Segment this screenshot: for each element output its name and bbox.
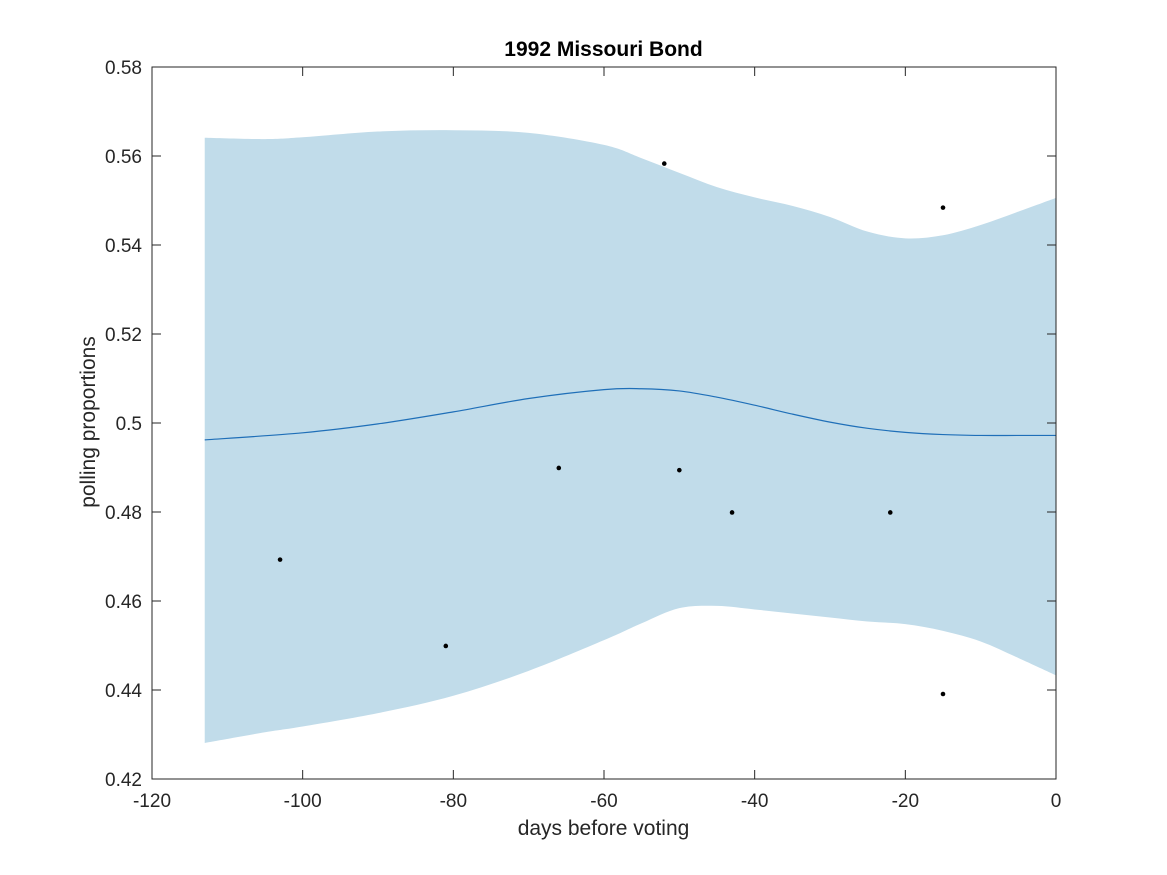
data-point-7 xyxy=(887,510,893,515)
y-axis-label: polling proportions xyxy=(77,336,100,508)
chart-title: 1992 Missouri Bond xyxy=(504,38,702,61)
x-tick-label: -60 xyxy=(590,791,617,812)
data-point-9 xyxy=(940,691,946,697)
confidence-band xyxy=(204,130,1057,743)
y-tick-label: 0.44 xyxy=(105,681,142,702)
y-tick-label: 0.52 xyxy=(105,325,142,346)
x-axis-label: days before voting xyxy=(518,817,690,840)
data-point-3 xyxy=(556,465,562,471)
x-tick-label: 0 xyxy=(1051,791,1062,812)
x-tick-label: -40 xyxy=(741,791,768,812)
y-tick-label: 0.48 xyxy=(105,503,142,524)
y-tick-label: 0.56 xyxy=(105,147,142,168)
data-point-2 xyxy=(443,643,449,649)
axes: -120 -100 -80 -60 -40 -20 0 0.42 0.44 0.46 0.48 0.5… xyxy=(105,58,1061,812)
mean-line xyxy=(204,387,1056,441)
plot-area xyxy=(204,130,1057,743)
data-point-1 xyxy=(277,557,283,562)
x-tick-label: -20 xyxy=(892,791,919,812)
data-point-8 xyxy=(940,205,946,210)
y-tick-label: 0.46 xyxy=(105,592,142,613)
y-tick-label: 0.42 xyxy=(105,770,142,791)
data-point-5 xyxy=(677,467,682,473)
x-tick-label: -80 xyxy=(440,791,467,812)
x-tick-label: -120 xyxy=(133,791,171,812)
x-tick-label: -100 xyxy=(284,791,322,812)
data-point-4 xyxy=(661,161,667,166)
y-tick-label: 0.5 xyxy=(116,414,142,435)
y-tick-label: 0.58 xyxy=(105,58,142,79)
y-tick-label: 0.54 xyxy=(105,236,142,257)
data-point-6 xyxy=(729,510,735,515)
